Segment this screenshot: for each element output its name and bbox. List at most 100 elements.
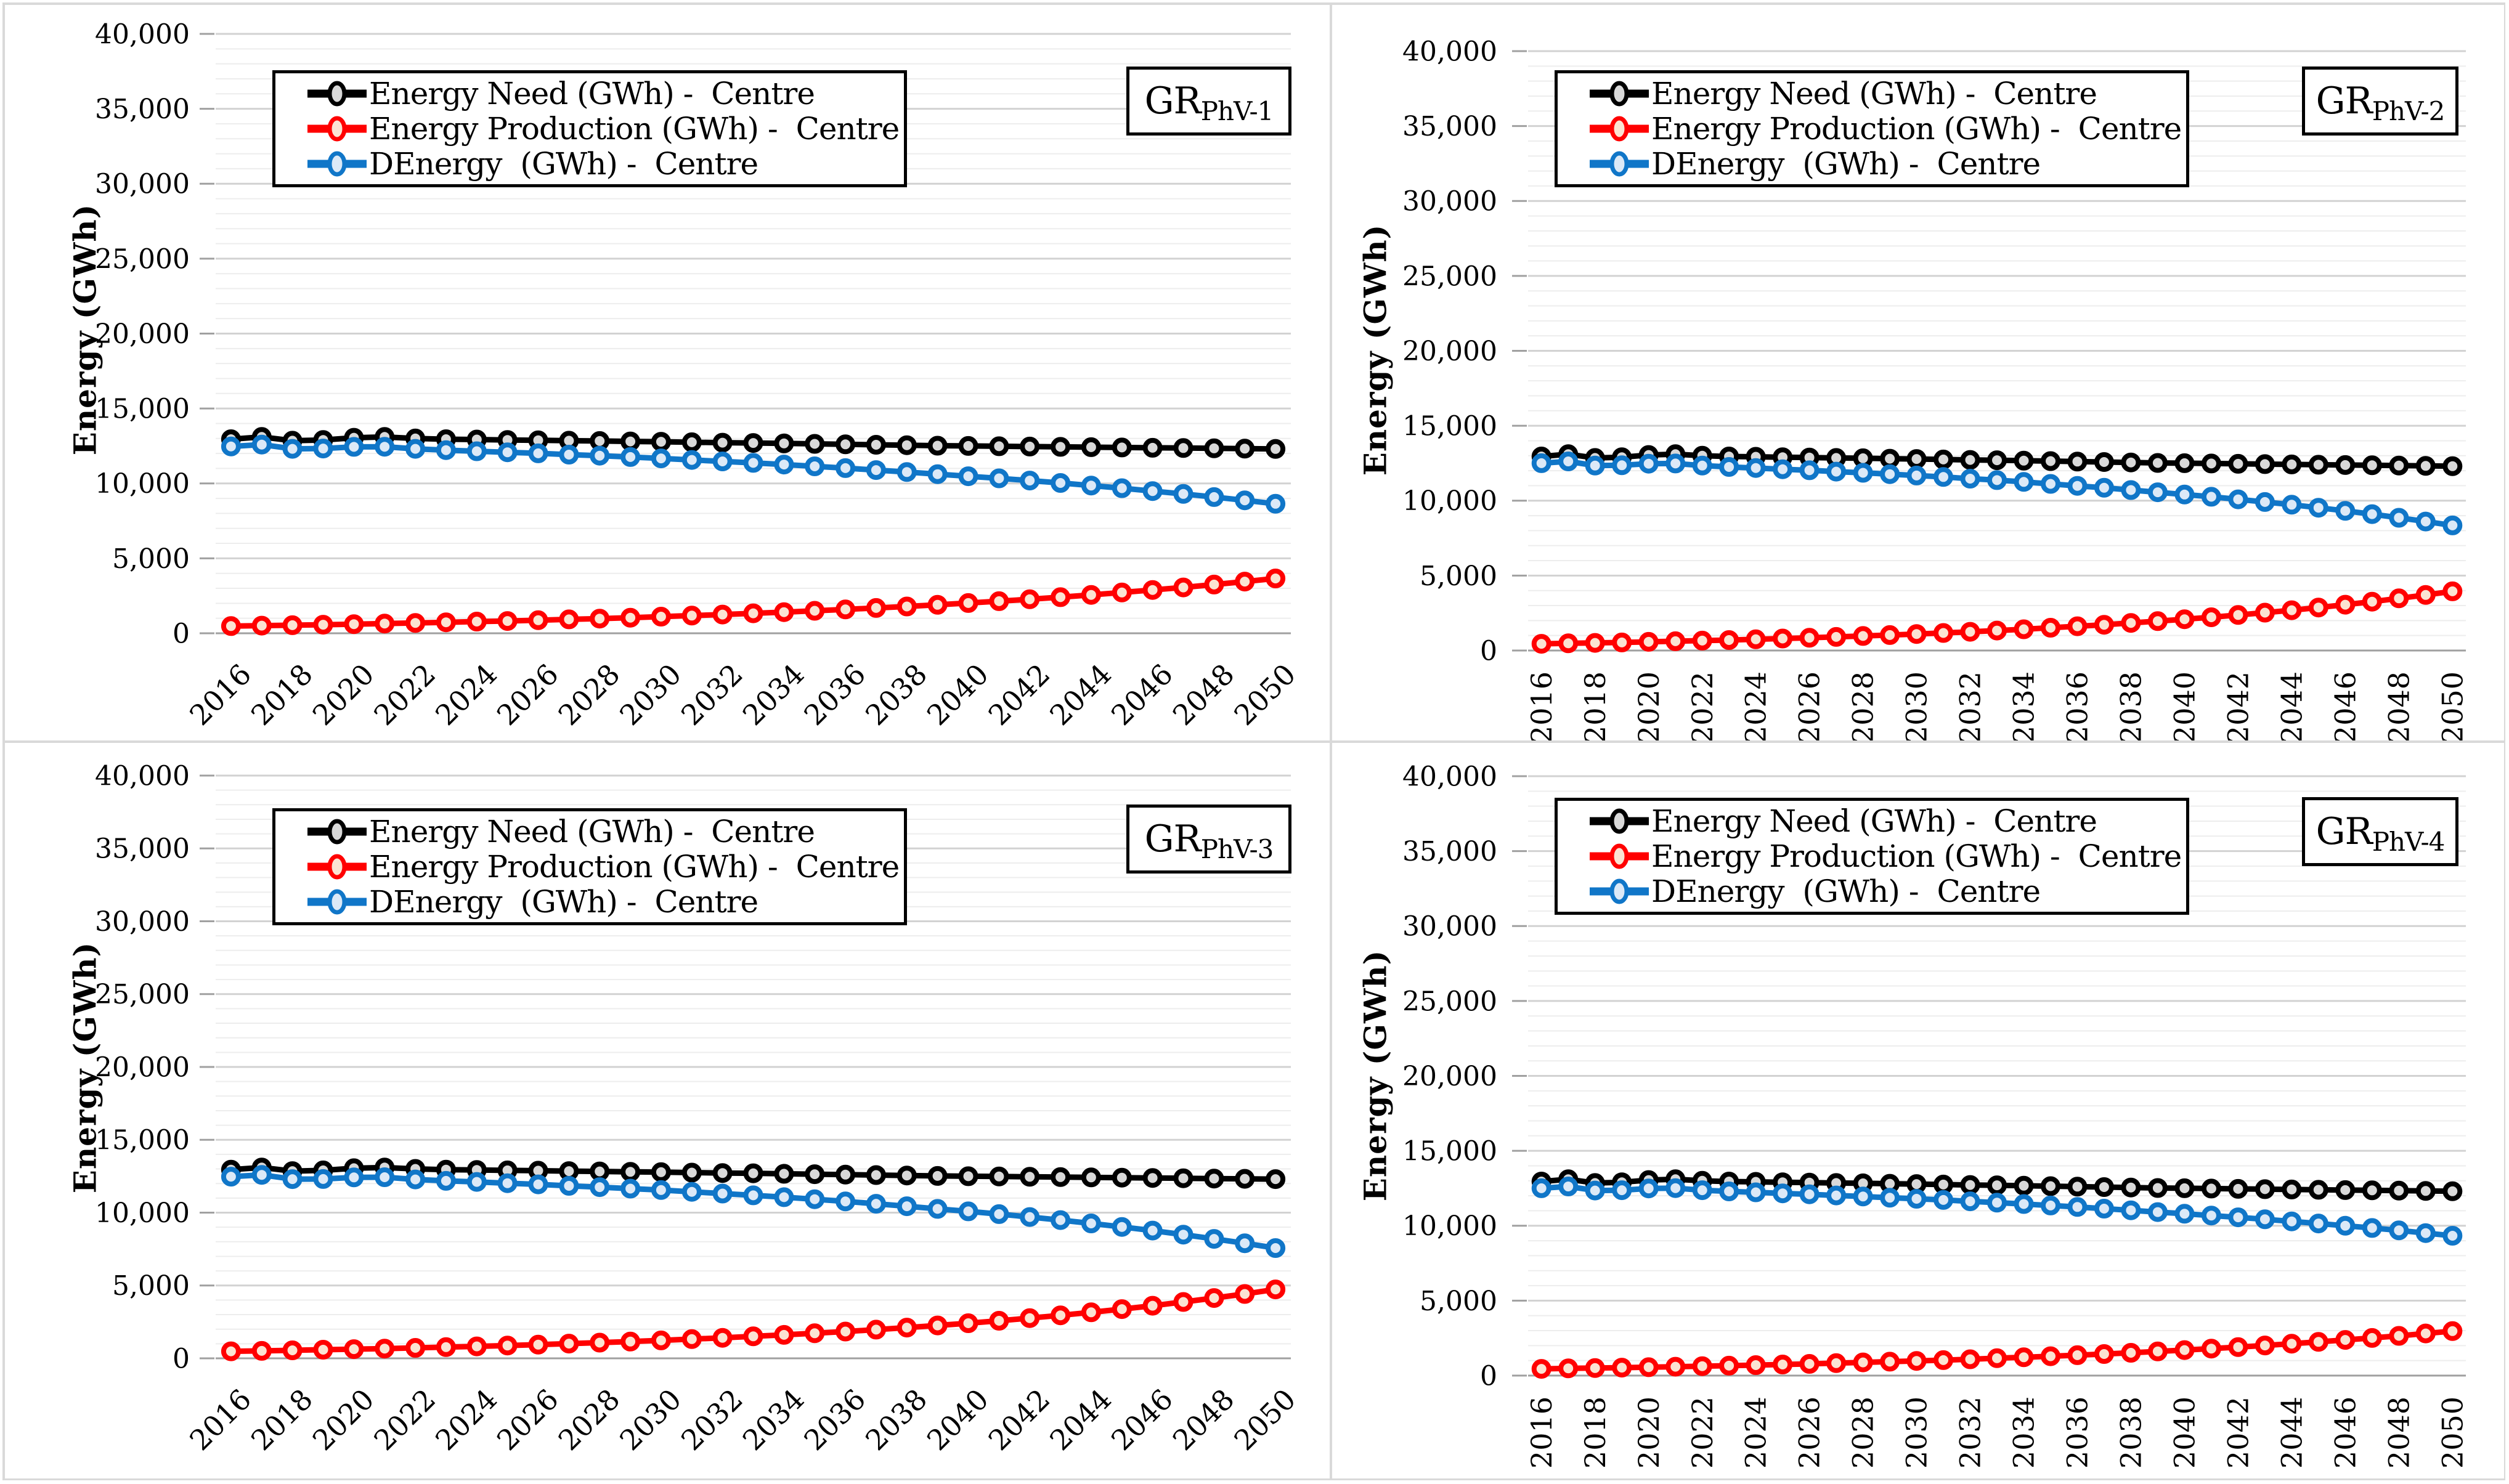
data-point-energy-production-2024 xyxy=(466,1336,487,1356)
x-tick-label: 2044 xyxy=(2275,1397,2308,1469)
data-point-denergy-2028 xyxy=(1853,463,1873,483)
data-point-energy-production-2029 xyxy=(1880,1352,1900,1372)
data-point-denergy-2035 xyxy=(805,1189,825,1209)
data-point-denergy-2021 xyxy=(375,437,395,457)
x-tick-label: 2036 xyxy=(797,1382,872,1457)
data-point-denergy-2033 xyxy=(1987,1193,2007,1213)
x-tick-label: 2026 xyxy=(490,657,565,732)
x-tick-label: 2050 xyxy=(1227,657,1302,732)
data-point-energy-production-2046 xyxy=(1142,1295,1163,1316)
data-point-energy-need-2046 xyxy=(1142,437,1163,458)
legend-item-energy-need: Energy Need (GWh) - Centre xyxy=(1587,804,2186,838)
data-point-energy-production-2033 xyxy=(743,1326,763,1347)
data-point-denergy-2033 xyxy=(743,453,763,473)
data-point-energy-production-2040 xyxy=(958,593,978,613)
x-tick-label: 2018 xyxy=(245,1382,319,1457)
data-point-energy-production-2044 xyxy=(2282,600,2302,620)
x-tick-label: 2042 xyxy=(982,1382,1057,1457)
y-tick-label: 0 xyxy=(173,618,190,649)
series-key-icon xyxy=(1590,151,1649,177)
x-tick-label: 2030 xyxy=(613,1382,688,1457)
data-point-denergy-2034 xyxy=(2014,472,2034,492)
legend-item-denergy: DEnergy (GWh) - Centre xyxy=(305,885,904,919)
x-tick-label: 2028 xyxy=(552,1382,627,1457)
data-point-energy-need-2028 xyxy=(590,1161,610,1182)
data-point-denergy-2045 xyxy=(2308,498,2328,518)
data-point-denergy-2022 xyxy=(1692,1180,1712,1201)
data-point-energy-production-2049 xyxy=(1235,572,1255,592)
x-tick-label: 2032 xyxy=(1954,671,1987,740)
data-point-energy-production-2022 xyxy=(1692,630,1712,651)
data-point-energy-production-2033 xyxy=(1987,620,2007,641)
data-point-energy-production-2046 xyxy=(1142,580,1163,600)
series-key-icon xyxy=(1590,843,1649,869)
data-point-energy-need-2040 xyxy=(958,1166,978,1186)
data-point-denergy-2017 xyxy=(1558,1177,1579,1196)
data-point-energy-production-2036 xyxy=(836,1321,856,1342)
data-point-energy-need-2048 xyxy=(1204,438,1224,458)
data-point-energy-need-2037 xyxy=(2094,452,2114,472)
data-point-energy-production-2017 xyxy=(1558,1358,1579,1379)
legend-marker-energy-need-icon xyxy=(1587,808,1651,835)
data-point-energy-production-2027 xyxy=(559,609,579,630)
data-point-energy-need-2035 xyxy=(2041,451,2060,471)
data-point-denergy-2021 xyxy=(1665,1178,1686,1198)
data-point-energy-production-2038 xyxy=(2121,613,2141,633)
data-point-energy-need-2040 xyxy=(958,436,978,456)
data-point-energy-need-2039 xyxy=(927,436,948,456)
scenario-tag-grphv3: GR PhV-3 xyxy=(1126,805,1291,874)
data-point-denergy-2026 xyxy=(528,443,548,463)
data-point-energy-production-2036 xyxy=(2067,616,2088,636)
legend-item-energy-production: Energy Production (GWh) - Centre xyxy=(1587,112,2186,146)
data-point-denergy-2045 xyxy=(1112,478,1132,498)
data-point-energy-need-2031 xyxy=(681,432,702,452)
data-point-energy-production-2034 xyxy=(2014,619,2034,639)
data-point-energy-production-2024 xyxy=(1746,1355,1766,1375)
data-point-energy-production-2049 xyxy=(1235,1284,1255,1304)
data-point-denergy-2022 xyxy=(1692,455,1712,476)
x-tick-label: 2048 xyxy=(1166,657,1241,732)
data-point-energy-need-2032 xyxy=(1960,450,1980,470)
data-point-energy-need-2036 xyxy=(2067,452,2088,472)
data-point-denergy-2037 xyxy=(2094,1199,2114,1218)
data-point-energy-production-2027 xyxy=(1826,1353,1847,1373)
legend: Energy Need (GWh) - Centre Energy Produc… xyxy=(1555,798,2189,915)
data-point-energy-production-2050 xyxy=(2442,581,2463,601)
data-point-energy-need-2047 xyxy=(2362,1180,2382,1201)
legend-item-energy-need: Energy Need (GWh) - Centre xyxy=(305,76,904,111)
data-point-energy-production-2038 xyxy=(897,1318,917,1338)
y-tick-label: 25,000 xyxy=(95,979,190,1010)
x-tick-label: 2016 xyxy=(1525,671,1558,740)
data-point-energy-production-2016 xyxy=(1531,1359,1551,1379)
legend-label-denergy: DEnergy (GWh) - Centre xyxy=(369,146,758,182)
y-tick-label: 40,000 xyxy=(1402,36,1497,67)
data-point-energy-production-2040 xyxy=(2174,609,2195,630)
data-point-denergy-2020 xyxy=(344,437,364,457)
data-point-energy-production-2026 xyxy=(1799,628,1820,648)
data-point-energy-production-2046 xyxy=(2335,594,2356,615)
data-point-denergy-2040 xyxy=(2174,1204,2195,1224)
data-point-energy-production-2047 xyxy=(1173,1292,1194,1312)
data-point-denergy-2021 xyxy=(375,1167,395,1187)
data-point-denergy-2023 xyxy=(436,1170,456,1191)
x-tick-label: 2016 xyxy=(1525,1397,1558,1469)
data-point-denergy-2030 xyxy=(1906,465,1927,485)
y-axis-title: Energy (GWh) xyxy=(1357,949,1394,1202)
data-point-denergy-2029 xyxy=(1880,464,1900,484)
x-tick-label: 2024 xyxy=(1739,671,1773,740)
data-point-denergy-2047 xyxy=(1173,1225,1194,1245)
data-point-energy-production-2049 xyxy=(2415,1323,2436,1344)
data-point-denergy-2043 xyxy=(2255,492,2275,512)
data-point-denergy-2024 xyxy=(466,441,487,461)
x-tick-label: 2020 xyxy=(1632,1397,1665,1469)
data-point-energy-production-2028 xyxy=(590,1332,610,1353)
data-point-energy-production-2041 xyxy=(989,591,1009,611)
data-point-energy-need-2029 xyxy=(1880,448,1900,469)
data-point-denergy-2040 xyxy=(958,466,978,487)
data-point-denergy-2020 xyxy=(1638,1178,1659,1199)
data-point-denergy-2025 xyxy=(497,442,518,463)
data-point-denergy-2019 xyxy=(313,1169,333,1189)
x-tick-label: 2044 xyxy=(2275,671,2308,740)
data-point-energy-production-2049 xyxy=(2415,585,2436,605)
data-point-energy-production-2040 xyxy=(958,1313,978,1333)
